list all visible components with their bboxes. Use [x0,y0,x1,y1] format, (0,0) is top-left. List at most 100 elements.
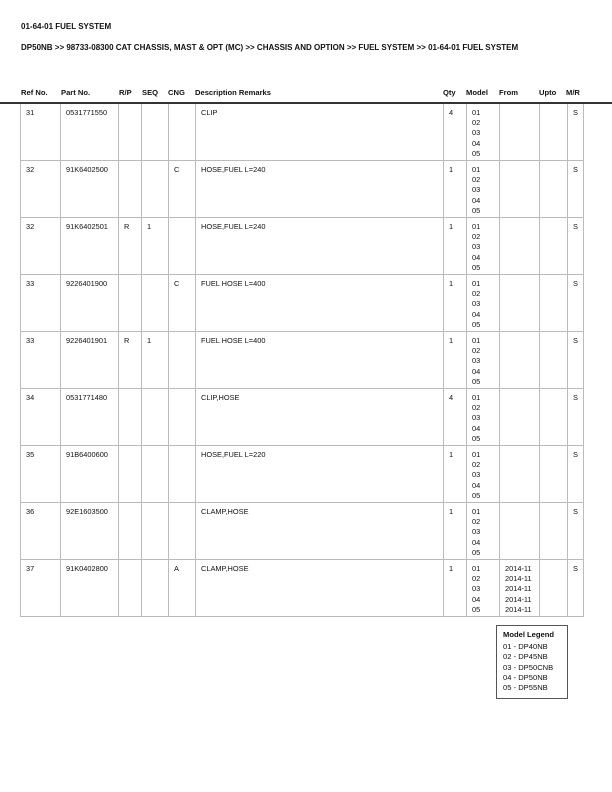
cell-part: 91K6402501 [60,217,119,275]
cell-from [499,160,540,218]
col-part: Part No. [61,88,91,97]
cell-from [499,388,540,446]
cell-part: 91B6400600 [60,445,119,503]
cell-models: 01 02 03 04 05 [466,331,500,389]
cell-rp [118,274,142,332]
cell-rp: R [118,331,142,389]
cell-desc: CLAMP,HOSE [195,559,444,617]
cell-seq [141,160,169,218]
legend-title: Model Legend [503,630,555,639]
col-seq: SEQ [142,88,159,97]
cell-models: 01 02 03 04 05 [466,445,500,503]
cell-cng [168,502,196,560]
cell-part: 9226401900 [60,274,119,332]
table-row: 35 91B6400600 HOSE,FUEL L=220 1 01 02 03 04 … [20,445,584,503]
table-row: 32 91K6402500 C HOSE,FUEL L=240 1 01 02 03 04… [20,160,584,218]
cell-from [499,502,540,560]
cell-desc: HOSE,FUEL L=240 [195,217,444,275]
cell-upto [539,445,568,503]
cell-mr: S [567,559,584,617]
cell-cng [168,104,196,161]
cell-desc: HOSE,FUEL L=220 [195,445,444,503]
cell-seq [141,445,169,503]
legend-item: 04 - DP50NB [503,672,548,682]
cell-from [499,445,540,503]
cell-qty: 1 [443,559,467,617]
cell-cng [168,331,196,389]
cell-desc: FUEL HOSE L=400 [195,274,444,332]
cell-ref: 33 [20,274,61,332]
col-desc: Description Remarks [195,88,271,97]
col-from: From [499,88,518,97]
cell-rp [118,104,142,161]
parts-table: 31 0531771550 CLIP 4 01 02 03 04 05 S 32 91K640… [20,104,584,617]
cell-desc: CLAMP,HOSE [195,502,444,560]
cell-seq [141,104,169,161]
cell-rp [118,388,142,446]
table-row: 31 0531771550 CLIP 4 01 02 03 04 05 S [20,104,584,161]
cell-cng [168,217,196,275]
cell-models: 01 02 03 04 05 [466,388,500,446]
table-header: Ref No. Part No. R/P SEQ CNG Description… [0,88,612,103]
cell-ref: 32 [20,160,61,218]
table-row: 33 9226401901 R 1 FUEL HOSE L=400 1 01 02 03 0… [20,331,584,389]
cell-rp [118,445,142,503]
header-divider [0,102,612,104]
breadcrumb: DP50NB >> 98733-08300 CAT CHASSIS, MAST … [21,43,519,52]
cell-desc: HOSE,FUEL L=240 [195,160,444,218]
cell-ref: 34 [20,388,61,446]
cell-seq [141,502,169,560]
cell-mr: S [567,217,584,275]
page-title: 01-64-01 FUEL SYSTEM [21,22,112,31]
cell-upto [539,502,568,560]
cell-part: 0531771550 [60,104,119,161]
col-qty: Qty [443,88,456,97]
cell-upto [539,274,568,332]
cell-from [499,217,540,275]
cell-models: 01 02 03 04 05 [466,217,500,275]
cell-ref: 33 [20,331,61,389]
cell-ref: 31 [20,104,61,161]
cell-desc: CLIP,HOSE [195,388,444,446]
cell-models: 01 02 03 04 05 [466,104,500,161]
cell-part: 91K0402800 [60,559,119,617]
table-row: 36 92E1603500 CLAMP,HOSE 1 01 02 03 04 05 S [20,502,584,560]
cell-part: 0531771480 [60,388,119,446]
cell-upto [539,388,568,446]
model-legend: Model Legend 01 - DP40NB 02 - DP45NB 03 … [496,625,568,699]
legend-item: 05 - DP55NB [503,683,548,693]
legend-item: 02 - DP45NB [503,652,548,662]
cell-ref: 32 [20,217,61,275]
col-rp: R/P [119,88,132,97]
cell-mr: S [567,274,584,332]
cell-qty: 1 [443,274,467,332]
cell-mr: S [567,104,584,161]
cell-from [499,104,540,161]
cell-qty: 1 [443,445,467,503]
col-ref: Ref No. [21,88,48,97]
cell-rp [118,502,142,560]
cell-cng [168,388,196,446]
cell-upto [539,217,568,275]
cell-ref: 36 [20,502,61,560]
table-row: 37 91K0402800 A CLAMP,HOSE 1 01 02 03 04 05 20… [20,559,584,617]
col-cng: CNG [168,88,185,97]
cell-upto [539,331,568,389]
cell-cng: C [168,160,196,218]
cell-mr: S [567,502,584,560]
cell-seq: 1 [141,217,169,275]
cell-qty: 1 [443,160,467,218]
cell-from [499,274,540,332]
table-row: 33 9226401900 C FUEL HOSE L=400 1 01 02 03 04… [20,274,584,332]
cell-qty: 1 [443,502,467,560]
legend-item: 01 - DP40NB [503,642,548,652]
table-row: 32 91K6402501 R 1 HOSE,FUEL L=240 1 01 02 03 0… [20,217,584,275]
col-mr: M/R [566,88,580,97]
cell-qty: 1 [443,217,467,275]
cell-upto [539,104,568,161]
cell-part: 92E1603500 [60,502,119,560]
cell-models: 01 02 03 04 05 [466,502,500,560]
cell-models: 01 02 03 04 05 [466,274,500,332]
cell-cng: C [168,274,196,332]
